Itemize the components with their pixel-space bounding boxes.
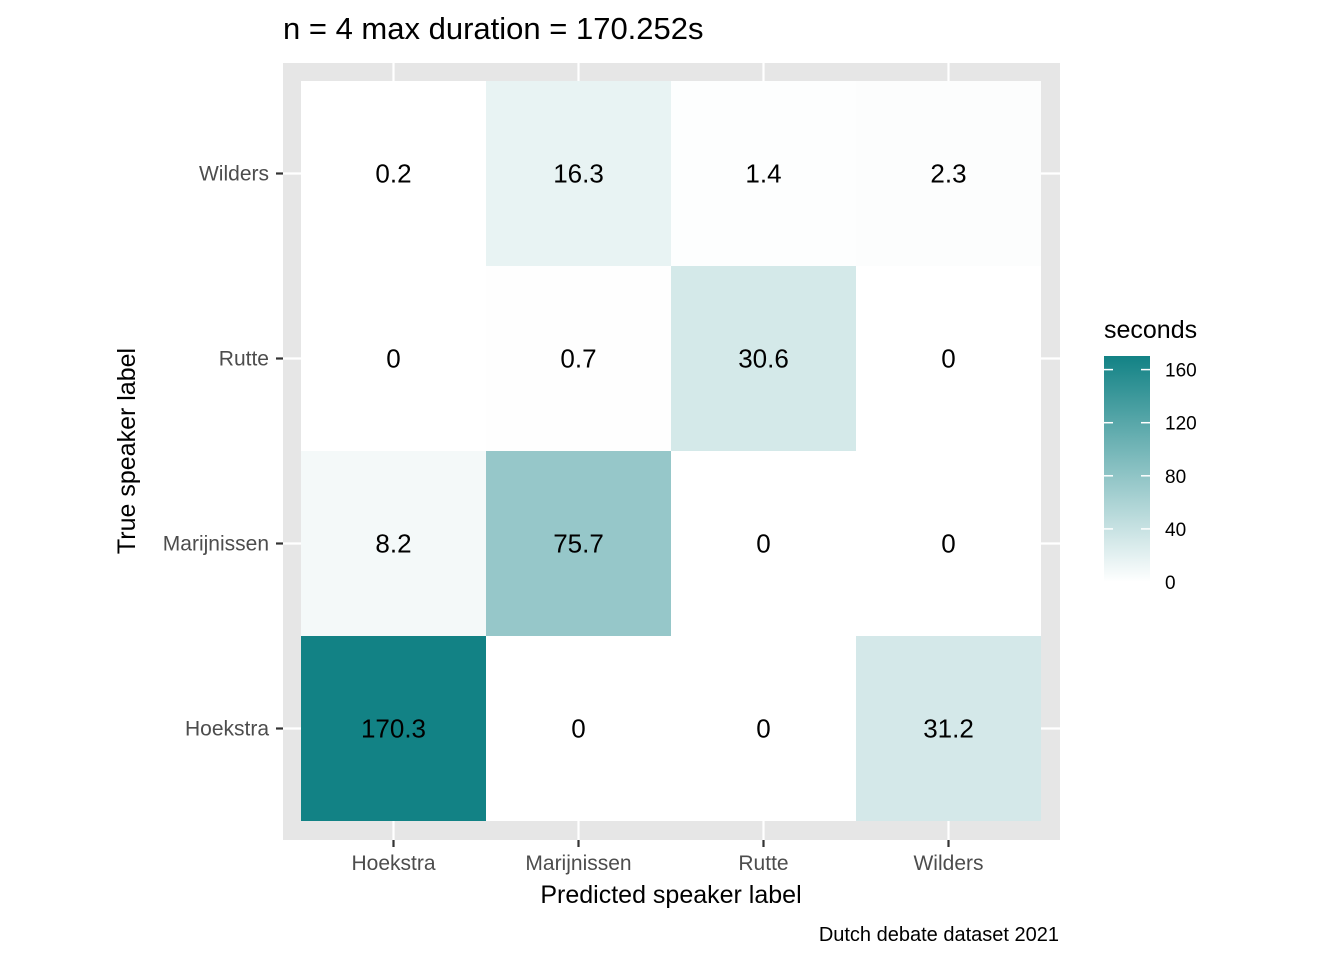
cell-label-wilders-rutte: 1.4 <box>745 159 781 189</box>
heatmap-cell-wilders-rutte <box>671 81 856 266</box>
heatmap-cell-wilders-marijnissen <box>486 81 671 266</box>
y-tick-label-wilders: Wilders <box>199 163 269 186</box>
cell-labels: 0.2 16.3 1.4 2.3 0 0.7 30.6 0 8.2 75.7 0 0 170.3 0 0 31… <box>361 159 974 744</box>
x-tick-label-marijnissen: Marijnissen <box>525 852 631 875</box>
legend-tick-label-0: 0 <box>1165 573 1176 594</box>
x-tick-label-hoekstra: Hoekstra <box>351 852 435 875</box>
heatmap-cell-marijnissen-marijnissen <box>486 451 671 636</box>
heatmap-cell-hoekstra-marijnissen <box>486 636 671 821</box>
cell-label-marijnissen-marijnissen: 75.7 <box>553 529 604 559</box>
heatmap-cell-rutte-hoekstra <box>301 266 486 451</box>
cell-label-hoekstra-wilders: 31.2 <box>923 714 974 744</box>
y-axis-title: True speaker label <box>113 348 141 554</box>
legend-tick-label-80: 80 <box>1165 467 1186 488</box>
legend-tick-label-160: 160 <box>1165 361 1197 382</box>
heatmap-cell-marijnissen-hoekstra <box>301 451 486 636</box>
y-tick-label-rutte: Rutte <box>219 348 269 371</box>
heatmap-cells <box>301 81 1041 821</box>
heatmap-cell-hoekstra-hoekstra <box>301 636 486 821</box>
x-axis-title: Predicted speaker label <box>540 881 801 909</box>
x-tick-label-rutte: Rutte <box>738 852 788 875</box>
heatmap-cell-rutte-wilders <box>856 266 1041 451</box>
y-tick-label-hoekstra: Hoekstra <box>185 718 269 741</box>
cell-label-marijnissen-wilders: 0 <box>941 529 955 559</box>
legend-title: seconds <box>1104 316 1197 344</box>
heatmap-cell-wilders-hoekstra <box>301 81 486 266</box>
legend-tick-label-40: 40 <box>1165 520 1186 541</box>
chart-caption: Dutch debate dataset 2021 <box>819 924 1059 946</box>
cell-label-wilders-marijnissen: 16.3 <box>553 159 604 189</box>
cell-label-rutte-wilders: 0 <box>941 344 955 374</box>
heatmap-cell-wilders-wilders <box>856 81 1041 266</box>
x-axis: Hoekstra Marijnissen Rutte Wilders <box>351 840 984 875</box>
cell-label-rutte-rutte: 30.6 <box>738 344 789 374</box>
cell-label-marijnissen-hoekstra: 8.2 <box>375 529 411 559</box>
y-axis: Hoekstra Marijnissen Rutte Wilders <box>163 163 283 741</box>
heatmap-cell-hoekstra-rutte <box>671 636 856 821</box>
y-tick-label-marijnissen: Marijnissen <box>163 533 269 556</box>
heatmap-cell-marijnissen-rutte <box>671 451 856 636</box>
cell-label-marijnissen-rutte: 0 <box>756 529 770 559</box>
legend-ticks: 0 40 80 120 160 <box>1104 361 1197 594</box>
color-legend: seconds 0 40 80 120 160 <box>1104 316 1197 594</box>
cell-label-wilders-wilders: 2.3 <box>930 159 966 189</box>
legend-tick-label-120: 120 <box>1165 414 1197 435</box>
cell-label-wilders-hoekstra: 0.2 <box>375 159 411 189</box>
chart-title: n = 4 max duration = 170.252s <box>283 11 704 46</box>
heatmap-cell-rutte-rutte <box>671 266 856 451</box>
cell-label-hoekstra-hoekstra: 170.3 <box>361 714 426 744</box>
x-tick-label-wilders: Wilders <box>913 852 983 875</box>
heatmap-cell-marijnissen-wilders <box>856 451 1041 636</box>
cell-label-hoekstra-marijnissen: 0 <box>571 714 585 744</box>
legend-colorbar <box>1104 356 1150 582</box>
cell-label-hoekstra-rutte: 0 <box>756 714 770 744</box>
heatmap-cell-rutte-marijnissen <box>486 266 671 451</box>
heatmap-cell-hoekstra-wilders <box>856 636 1041 821</box>
cell-label-rutte-hoekstra: 0 <box>386 344 400 374</box>
cell-label-rutte-marijnissen: 0.7 <box>560 344 596 374</box>
